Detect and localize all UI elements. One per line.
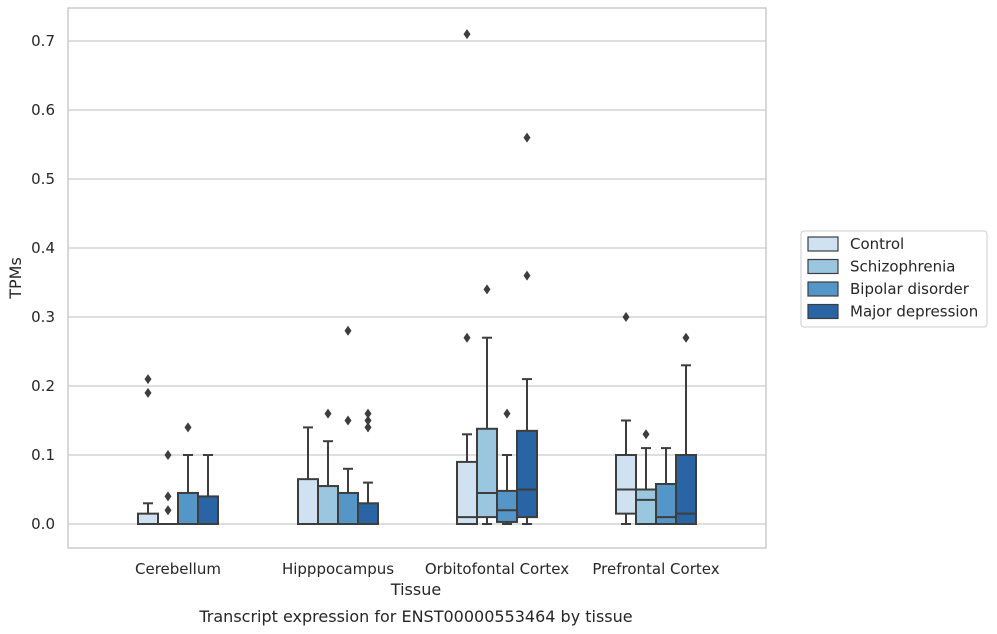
outlier-point [682,332,690,343]
outlier-point [164,505,172,516]
box-body [357,502,379,525]
box-2-0 [456,29,478,525]
y-tick-label: 0.7 [31,32,55,50]
box-body [197,495,219,525]
grid-layer [68,40,766,525]
box-plot-layer [137,29,697,526]
box-body [456,460,478,525]
y-axis-label: TPMs [6,257,25,300]
x-tick-label: Prefrontal Cortex [592,560,719,578]
y-tick-label: 0.2 [31,377,55,395]
outlier-point [324,408,332,419]
box-0-2 [177,422,199,526]
box-3-3 [675,332,697,525]
box-3-1 [635,429,657,525]
outlier-point [144,374,152,385]
outlier-point [344,415,352,426]
chart-caption: Transcript expression for ENST0000055346… [198,607,632,626]
outlier-point [622,312,630,322]
outlier-point [503,408,511,419]
outlier-point [364,408,372,419]
legend-label: Bipolar disorder [850,280,970,298]
x-tick-labels: Cerebellum Hipppocampus Orbitofontal Corte… [135,560,720,578]
legend-swatch [807,258,839,275]
outlier-point [642,429,650,440]
outlier-point [483,284,491,295]
y-tick-label: 0.1 [31,446,55,464]
box-body [615,454,637,515]
outlier-point [144,387,152,398]
box-body [516,429,538,519]
box-0-0 [137,374,159,526]
box-0-1 [158,450,178,525]
legend-label: Schizophrenia [850,258,955,276]
legend-label: Control [850,235,904,253]
outlier-point [523,270,531,281]
box-1-0 [297,426,319,525]
outlier-point [463,29,471,40]
legend-label: Major depression [850,303,978,321]
legend-swatch [807,236,839,252]
box-3-0 [615,312,637,525]
box-body [137,512,159,526]
box-3-2 [655,447,677,526]
outlier-point [164,491,172,502]
outlier-point [364,422,372,433]
box-0-3 [197,454,219,525]
box-body [476,427,498,519]
box-body [337,491,359,526]
x-tick-label: Orbitofontal Cortex [425,560,569,578]
y-tick-label: 0.3 [31,308,55,326]
box-2-3 [516,132,538,525]
box-body [496,489,518,523]
y-tick-label: 0.0 [31,515,55,533]
y-tick-label: 0.5 [31,170,55,188]
box-2-1 [476,284,498,525]
legend: Control Schizophrenia Bipolar disorder Majo… [800,230,988,328]
legend-swatch [807,281,839,297]
box-1-2 [337,325,359,526]
x-axis-label: Tissue [390,580,441,599]
y-tick-labels: 0.0 0.1 0.2 0.3 0.4 0.5 0.6 0.7 [31,32,55,533]
legend-frame [800,230,988,328]
legend-swatch [807,303,839,320]
box-2-2 [496,408,518,525]
box-body [317,485,339,525]
outlier-point [463,332,471,343]
box-body [297,478,319,525]
box-body [675,454,697,525]
outlier-point [184,422,192,433]
box-body [177,491,199,526]
box-1-1 [317,408,339,525]
outlier-point [344,325,352,336]
box-1-3 [357,408,379,525]
y-tick-label: 0.4 [31,239,55,257]
outlier-point [164,450,172,460]
y-tick-label: 0.6 [31,101,55,119]
x-tick-label: Hipppocampus [282,560,394,578]
outlier-point [523,132,531,143]
outlier-point [364,415,372,426]
plot-frame [67,7,767,549]
box-body [635,488,657,525]
x-tick-label: Cerebellum [135,560,221,578]
